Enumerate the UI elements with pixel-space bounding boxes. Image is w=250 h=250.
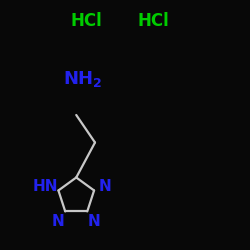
Text: HCl: HCl [70, 12, 102, 30]
Text: HN: HN [32, 179, 58, 194]
Text: N: N [52, 214, 64, 229]
Text: HCl: HCl [138, 12, 170, 30]
Text: 2: 2 [92, 77, 101, 90]
Text: NH: NH [64, 70, 94, 88]
Text: N: N [99, 179, 112, 194]
Text: N: N [88, 214, 101, 229]
